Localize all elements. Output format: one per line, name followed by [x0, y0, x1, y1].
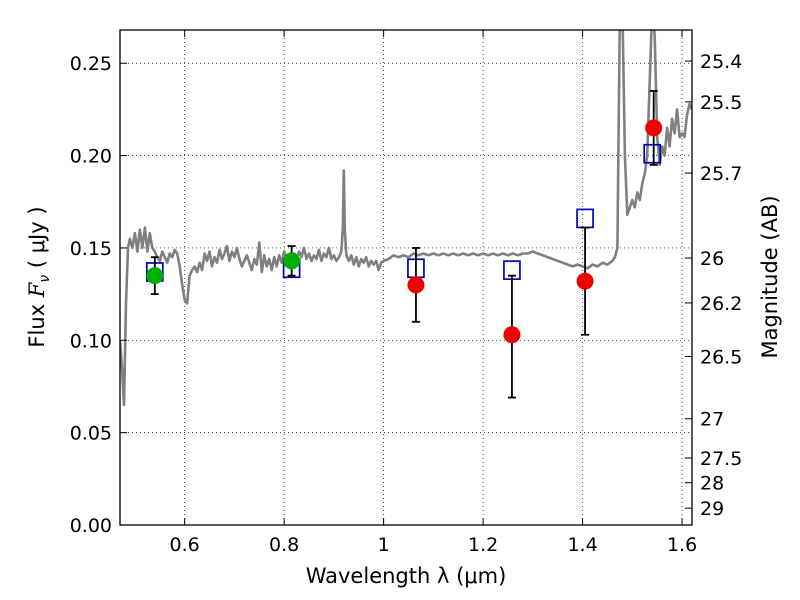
right-tick-label: 29: [700, 498, 724, 520]
right-tick-label: 26.2: [700, 293, 742, 315]
right-tick-label: 27: [700, 409, 724, 431]
observed-flux-point: [576, 272, 594, 290]
y-axis-title-prefix: Flux: [25, 297, 49, 347]
axis-ticks: 0.6 0.8 1 1.2 1.4 1.6 0.00 0.05 0.10 0.15 0.20 0.25…: [70, 30, 742, 556]
x-tick-label: 0.8: [269, 534, 299, 556]
x-tick-label: 1: [378, 534, 390, 556]
y-axis-title-variable: F: [25, 281, 49, 298]
observed-flux-point: [146, 267, 164, 285]
right-tick-label: 25.4: [700, 51, 742, 73]
right-tick-label: 28: [700, 473, 724, 495]
y-tick-label: 0.15: [70, 238, 112, 260]
plot-frame: [119, 29, 693, 526]
x-axis-title: Wavelength λ (μm): [306, 564, 507, 588]
y-axis-title-suffix: ( μJy ): [25, 206, 49, 274]
y-tick-label: 0.20: [70, 146, 112, 168]
right-tick-label: 26.5: [700, 347, 742, 369]
x-tick-label: 1.6: [667, 534, 697, 556]
data-markers: [145, 90, 663, 399]
right-tick-label: 27.5: [700, 448, 742, 470]
right-tick-label: 25.7: [700, 163, 742, 185]
grid-lines: [120, 30, 692, 525]
right-axis-title: Magnitude (AB): [758, 195, 782, 358]
x-tick-label: 1.2: [468, 534, 498, 556]
y-tick-label: 0.25: [70, 53, 112, 75]
model-photometry-square: [576, 208, 594, 229]
right-tick-label: 26: [700, 248, 724, 270]
y-axis-title: Flux Fν ( μJy ): [25, 206, 53, 347]
y-tick-label: 0.05: [70, 423, 112, 445]
model-spectrum-layer: [120, 30, 692, 407]
y-tick-label: 0.00: [70, 515, 112, 537]
y-tick-label: 0.10: [70, 330, 112, 352]
observed-flux-point: [407, 276, 425, 294]
model-photometry-square: [643, 143, 662, 164]
right-tick-label: 25.5: [700, 92, 742, 114]
model-spectrum-line: [120, 30, 692, 407]
observed-flux-point: [283, 252, 301, 270]
x-tick-label: 1.4: [567, 534, 597, 556]
y-axis-title-subscript: ν: [37, 275, 53, 283]
x-tick-label: 0.6: [170, 534, 200, 556]
observed-flux-point: [503, 326, 521, 344]
observed-flux-point: [645, 119, 663, 137]
